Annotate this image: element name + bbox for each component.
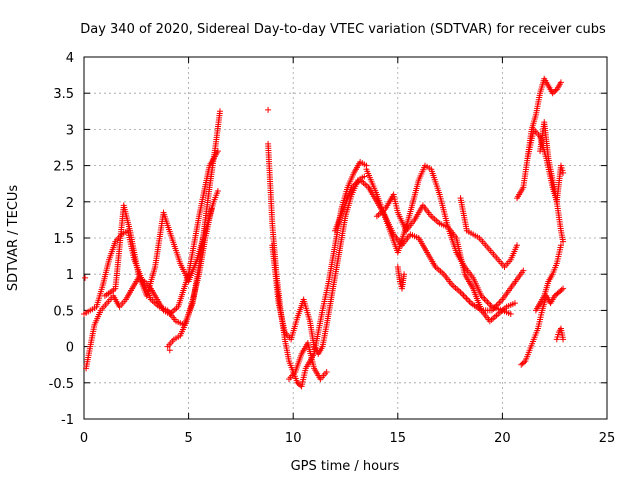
data-point — [557, 79, 564, 86]
y-tick-label: 0.5 — [53, 304, 74, 319]
y-axis-title: SDTVAR / TECUs — [6, 185, 21, 292]
series-trace-7 — [286, 339, 330, 383]
y-tick-label: -1 — [61, 413, 74, 428]
data-point — [484, 299, 491, 306]
data-point — [214, 187, 221, 194]
grid-lines — [84, 57, 607, 419]
data-point — [497, 298, 504, 305]
series-trace-3 — [101, 187, 221, 299]
series-trace-8 — [332, 177, 527, 314]
data-point — [485, 300, 492, 307]
series-trace-11 — [394, 263, 408, 292]
data-point — [557, 242, 564, 249]
data-point — [511, 300, 518, 307]
data-point — [459, 290, 466, 297]
x-axis-title: GPS time / hours — [291, 459, 400, 474]
x-tick-label: 15 — [390, 431, 407, 446]
series-trace-15 — [537, 119, 567, 205]
data-point — [496, 299, 503, 306]
data-point — [520, 267, 527, 274]
data-point — [465, 297, 472, 304]
x-tick-label: 20 — [494, 431, 511, 446]
data-point — [462, 293, 469, 300]
data-point — [560, 169, 567, 176]
data-point — [482, 297, 489, 304]
data-point — [466, 298, 473, 305]
series-trace-16 — [532, 242, 564, 314]
y-tick-label: 3.5 — [53, 87, 74, 102]
data-point — [82, 274, 89, 281]
x-tick-label: 0 — [80, 431, 88, 446]
series-trace-17 — [518, 285, 567, 368]
data-points — [81, 75, 567, 390]
data-point — [166, 347, 173, 354]
series-trace-1 — [81, 108, 223, 328]
series-outliers — [82, 106, 272, 354]
series-trace-18 — [553, 325, 567, 343]
data-point — [401, 271, 408, 278]
data-point — [560, 336, 567, 343]
data-point — [552, 87, 559, 94]
chart-title: Day 340 of 2020, Sidereal Day-to-day VTE… — [80, 22, 606, 37]
series-trace-9 — [363, 162, 514, 318]
data-point — [560, 238, 567, 245]
series-trace-10 — [373, 191, 518, 325]
y-tick-labels: -1 -0.5 0 0.5 1 1.5 2 2.5 3 3.5 4 — [49, 51, 74, 428]
data-point — [216, 108, 223, 115]
data-point — [507, 311, 514, 318]
plot-frame — [83, 56, 608, 420]
series-trace-2 — [83, 148, 221, 372]
y-tick-label: 0 — [66, 341, 74, 356]
y-tick-label: 4 — [66, 51, 74, 66]
data-point — [481, 296, 488, 303]
plot-border — [83, 56, 608, 420]
series-trace-14 — [524, 126, 567, 245]
y-tick-label: 1.5 — [53, 232, 74, 247]
y-tick-label: 1 — [66, 268, 74, 283]
data-point — [323, 368, 330, 375]
x-tick-labels: 0 5 10 15 20 25 — [80, 431, 615, 446]
y-tick-label: 2 — [66, 196, 74, 211]
series-trace-4 — [164, 206, 215, 350]
data-point — [265, 106, 272, 113]
series-trace-12 — [457, 195, 521, 270]
data-point — [361, 173, 368, 180]
data-point — [560, 285, 567, 292]
y-tick-label: 3 — [66, 123, 74, 138]
data-point — [558, 286, 565, 293]
data-point — [214, 148, 221, 155]
series-trace-6 — [269, 173, 368, 357]
data-point — [463, 295, 470, 302]
x-tick-label: 5 — [184, 431, 192, 446]
data-point — [460, 292, 467, 299]
data-point — [521, 359, 528, 366]
data-point — [208, 206, 215, 213]
y-tick-label: 2.5 — [53, 160, 74, 175]
y-tick-label: -0.5 — [49, 377, 74, 392]
x-tick-label: 10 — [285, 431, 302, 446]
data-point — [514, 242, 521, 249]
x-tick-label: 25 — [599, 431, 616, 446]
